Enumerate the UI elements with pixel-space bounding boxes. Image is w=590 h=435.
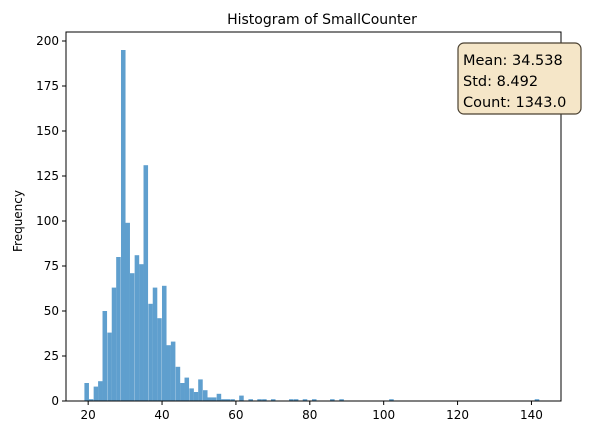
- histogram-bar: [98, 381, 103, 401]
- histogram-bar: [120, 50, 126, 401]
- x-tick-label: 140: [520, 408, 543, 422]
- histogram-bar: [289, 399, 294, 401]
- histogram-bar: [129, 273, 135, 401]
- histogram-bar: [152, 287, 158, 401]
- x-tick-label: 60: [228, 408, 243, 422]
- y-tick-label: 75: [44, 259, 59, 273]
- histogram-bar: [311, 399, 317, 401]
- histogram-bar: [225, 399, 231, 401]
- histogram-bar: [198, 379, 203, 401]
- histogram-bar: [302, 399, 308, 401]
- histogram-bar: [184, 377, 190, 401]
- histogram-bar: [170, 341, 176, 401]
- histogram-bar: [102, 311, 108, 401]
- y-tick-label: 175: [36, 79, 59, 93]
- histogram-bar: [389, 399, 394, 401]
- histogram-bar: [134, 255, 140, 401]
- y-tick-label: 150: [36, 124, 59, 138]
- histogram-bar: [107, 332, 112, 401]
- y-axis-label: Frequency: [11, 190, 25, 252]
- histogram-bar: [193, 392, 199, 401]
- histogram-bar: [239, 395, 244, 401]
- histogram-bar: [180, 383, 185, 401]
- histogram-bar: [211, 397, 217, 401]
- stats-box: Mean: 34.538 Std: 8.492 Count: 1343.0: [457, 42, 582, 115]
- x-tick-label: 100: [372, 408, 395, 422]
- histogram-bar: [166, 345, 171, 401]
- histogram-bar: [257, 399, 262, 401]
- histogram-bar: [221, 399, 226, 401]
- chart-title: Histogram of SmallCounter: [227, 12, 417, 28]
- stats-mean: Mean: 34.538: [463, 53, 563, 69]
- x-axis-ticks: 20 40 60 80 100 120 140: [81, 401, 543, 422]
- stats-std: Std: 8.492: [463, 74, 538, 90]
- histogram-bar: [148, 303, 153, 401]
- y-tick-label: 0: [51, 394, 59, 408]
- y-tick-label: 100: [36, 214, 59, 228]
- histogram-bars: [84, 50, 540, 401]
- histogram-bar: [339, 399, 344, 401]
- x-tick-label: 20: [81, 408, 96, 422]
- histogram-bar: [125, 222, 130, 401]
- histogram-bar: [88, 399, 94, 401]
- histogram-bar: [84, 383, 89, 401]
- histogram-bar: [175, 366, 181, 401]
- histogram-bar: [189, 388, 194, 401]
- x-tick-label: 120: [446, 408, 469, 422]
- histogram-bar: [111, 287, 117, 401]
- histogram-bar: [116, 257, 121, 401]
- histogram-bar: [157, 318, 162, 401]
- histogram-bar: [262, 399, 267, 401]
- histogram-bar: [207, 397, 212, 401]
- stats-box-background: [457, 42, 582, 115]
- histogram-bar: [161, 285, 167, 401]
- histogram-bar: [534, 399, 540, 401]
- histogram-bar: [293, 399, 299, 401]
- y-tick-label: 25: [44, 349, 59, 363]
- x-tick-label: 40: [154, 408, 169, 422]
- histogram-bar: [139, 264, 144, 401]
- x-tick-label: 80: [302, 408, 317, 422]
- y-tick-label: 50: [44, 304, 59, 318]
- y-axis-ticks: 0 25 50 75 100 125 150 175 200: [36, 34, 66, 408]
- histogram-bar: [202, 390, 208, 401]
- histogram-bar: [230, 399, 235, 401]
- y-tick-label: 125: [36, 169, 59, 183]
- histogram-bar: [216, 393, 222, 401]
- histogram-bar: [93, 386, 99, 401]
- axes-frame: [65, 31, 562, 402]
- histogram-bar: [330, 399, 335, 401]
- stats-count: Count: 1343.0: [463, 95, 566, 111]
- y-tick-label: 200: [36, 34, 59, 48]
- histogram-bar: [270, 399, 276, 401]
- histogram-bar: [248, 399, 253, 401]
- histogram-bar: [143, 165, 149, 401]
